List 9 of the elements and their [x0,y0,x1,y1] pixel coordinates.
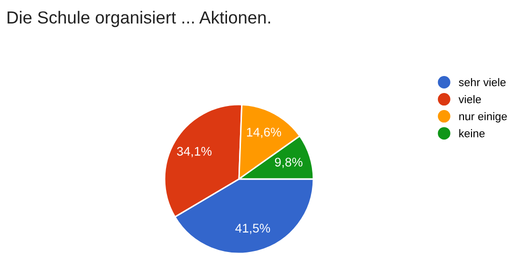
data-label: 41,5% [235,224,270,234]
legend-label: nur einige [459,112,507,122]
data-label: 34,1% [177,146,212,158]
data-label: 9,8% [274,158,302,168]
chart-title: Die Schule organisiert ... Aktionen. [8,10,270,28]
data-label: 14,6% [247,128,282,138]
legend-label: viele [458,95,481,104]
legend-label: keine [459,129,485,138]
legend-label: sehr viele [458,78,506,86]
